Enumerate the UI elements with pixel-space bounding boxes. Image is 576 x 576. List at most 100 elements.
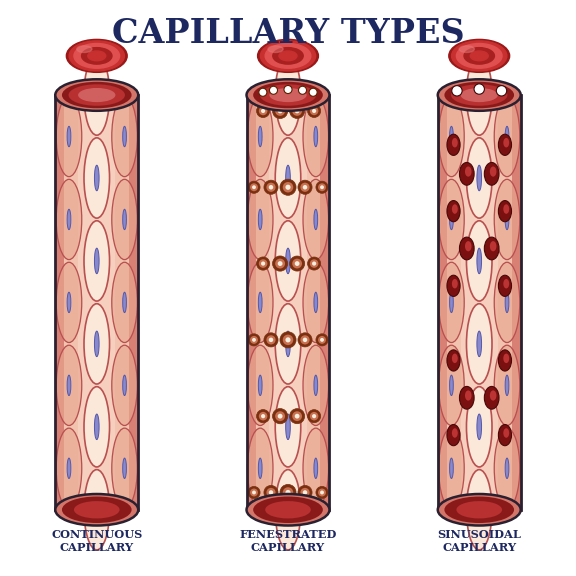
Ellipse shape <box>467 386 492 467</box>
Circle shape <box>310 412 319 420</box>
Circle shape <box>269 490 273 495</box>
Ellipse shape <box>465 391 472 401</box>
Ellipse shape <box>248 179 273 260</box>
Circle shape <box>275 106 285 116</box>
Ellipse shape <box>477 248 482 274</box>
Circle shape <box>261 414 265 418</box>
Bar <box>247 95 329 510</box>
Circle shape <box>248 486 260 499</box>
Circle shape <box>301 488 310 497</box>
Ellipse shape <box>460 237 474 260</box>
Circle shape <box>290 256 305 271</box>
Circle shape <box>264 486 278 499</box>
Circle shape <box>303 338 307 342</box>
Ellipse shape <box>260 41 316 71</box>
Ellipse shape <box>275 138 301 218</box>
Circle shape <box>259 88 267 96</box>
Ellipse shape <box>464 48 494 64</box>
Ellipse shape <box>112 345 137 426</box>
Circle shape <box>252 185 256 189</box>
Circle shape <box>278 108 283 113</box>
Ellipse shape <box>270 88 306 102</box>
Ellipse shape <box>447 425 460 446</box>
Ellipse shape <box>94 248 99 274</box>
Text: CONTINUOUS
CAPILLARY: CONTINUOUS CAPILLARY <box>51 529 142 553</box>
Circle shape <box>303 490 307 495</box>
Ellipse shape <box>450 126 453 147</box>
Ellipse shape <box>56 428 82 509</box>
Circle shape <box>320 338 324 342</box>
Ellipse shape <box>439 179 464 260</box>
Ellipse shape <box>467 304 492 384</box>
Ellipse shape <box>498 134 511 156</box>
Ellipse shape <box>505 126 509 147</box>
Circle shape <box>283 182 293 192</box>
Circle shape <box>286 490 290 495</box>
Circle shape <box>452 86 462 96</box>
Ellipse shape <box>465 166 472 177</box>
Ellipse shape <box>460 386 474 409</box>
Ellipse shape <box>484 386 499 409</box>
Circle shape <box>266 335 275 344</box>
Circle shape <box>298 86 306 94</box>
Ellipse shape <box>503 279 509 289</box>
Circle shape <box>256 104 270 118</box>
Ellipse shape <box>55 79 138 111</box>
Ellipse shape <box>450 375 453 396</box>
Ellipse shape <box>449 39 510 73</box>
Ellipse shape <box>67 458 71 479</box>
Ellipse shape <box>456 44 502 68</box>
Circle shape <box>316 334 328 346</box>
Circle shape <box>264 180 278 194</box>
Ellipse shape <box>459 46 475 52</box>
Ellipse shape <box>314 375 317 396</box>
Circle shape <box>280 484 296 501</box>
Ellipse shape <box>439 262 464 343</box>
Ellipse shape <box>62 82 131 108</box>
Ellipse shape <box>450 292 453 313</box>
Circle shape <box>308 104 321 118</box>
Circle shape <box>259 107 267 115</box>
Ellipse shape <box>253 497 323 523</box>
Circle shape <box>278 261 283 266</box>
Ellipse shape <box>303 179 328 260</box>
Circle shape <box>275 411 285 421</box>
Ellipse shape <box>477 414 482 439</box>
Ellipse shape <box>438 79 521 111</box>
Ellipse shape <box>452 428 458 438</box>
Circle shape <box>318 488 326 497</box>
Circle shape <box>292 411 302 421</box>
Ellipse shape <box>273 48 303 64</box>
Ellipse shape <box>265 44 311 68</box>
Bar <box>247 95 256 510</box>
Ellipse shape <box>452 354 458 363</box>
Bar <box>78 95 115 510</box>
Circle shape <box>298 486 312 499</box>
Ellipse shape <box>494 96 520 177</box>
Circle shape <box>256 257 270 270</box>
Ellipse shape <box>303 262 328 343</box>
Ellipse shape <box>248 262 273 343</box>
Ellipse shape <box>74 501 120 518</box>
Ellipse shape <box>314 458 317 479</box>
Circle shape <box>312 262 316 266</box>
Circle shape <box>269 338 273 342</box>
Circle shape <box>252 491 256 494</box>
Ellipse shape <box>465 241 472 251</box>
Ellipse shape <box>84 221 109 301</box>
Bar <box>270 95 306 510</box>
Ellipse shape <box>286 414 290 439</box>
Circle shape <box>261 109 265 113</box>
Circle shape <box>320 491 324 494</box>
Ellipse shape <box>452 138 458 147</box>
Ellipse shape <box>498 350 511 371</box>
Circle shape <box>295 414 300 419</box>
Text: CAPILLARY TYPES: CAPILLARY TYPES <box>112 17 464 50</box>
Ellipse shape <box>259 458 262 479</box>
Circle shape <box>248 334 260 346</box>
Circle shape <box>295 261 300 266</box>
Circle shape <box>309 88 317 96</box>
Ellipse shape <box>82 48 112 64</box>
Ellipse shape <box>265 501 311 518</box>
Ellipse shape <box>123 375 126 396</box>
